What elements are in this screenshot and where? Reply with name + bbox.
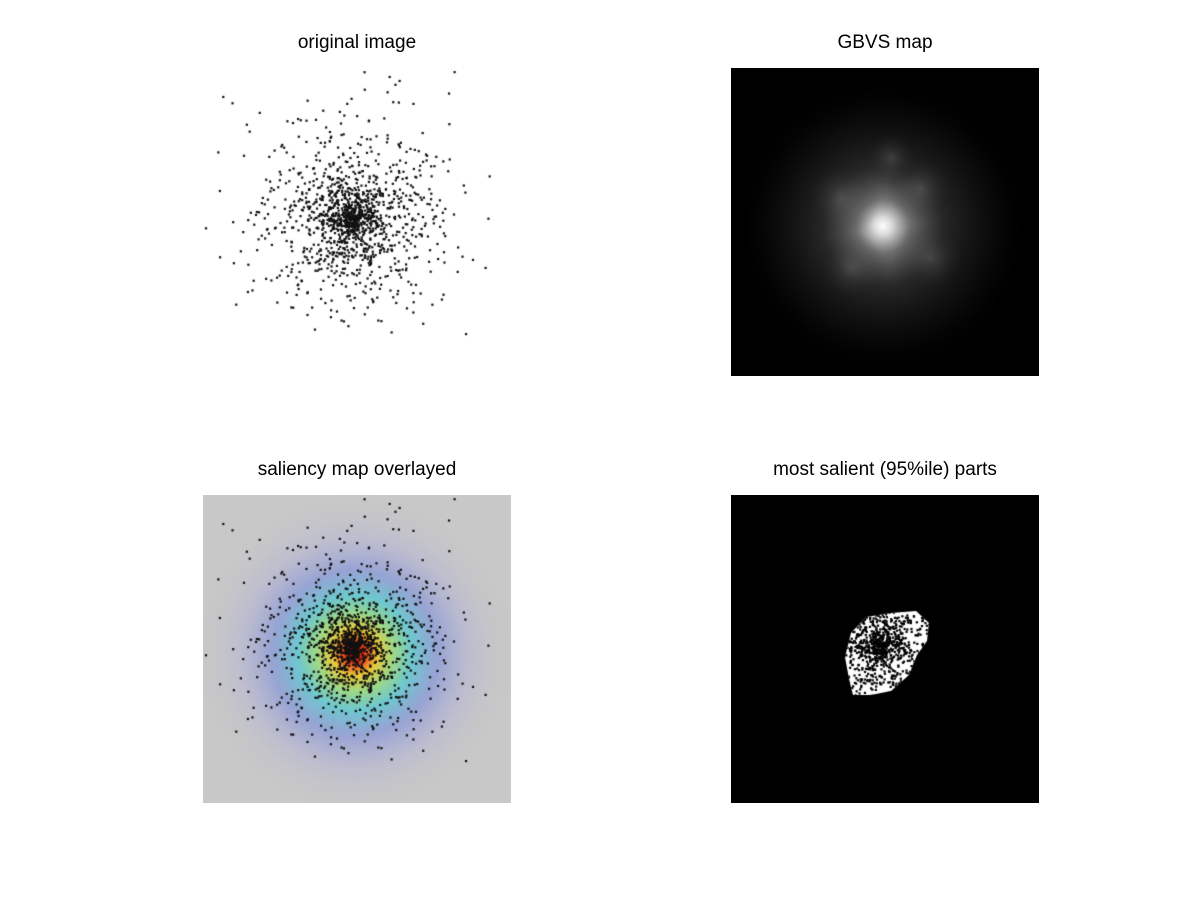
panel-most-salient-parts: most salient (95%ile) parts <box>731 457 1039 803</box>
panel-title: saliency map overlayed <box>257 459 457 480</box>
saliency-overlay-canvas <box>203 495 511 803</box>
panel-title: most salient (95%ile) parts <box>773 459 997 480</box>
panel-title: GBVS map <box>837 32 933 53</box>
panel-saliency-overlay: saliency map overlayed <box>203 457 511 803</box>
original-image-canvas <box>203 68 511 376</box>
panel-title: original image <box>297 32 417 53</box>
most-salient-canvas <box>731 495 1039 803</box>
panel-gbvs-map: GBVS map <box>731 30 1039 376</box>
gbvs-map-canvas <box>731 68 1039 376</box>
panel-original-image: original image <box>203 30 511 376</box>
